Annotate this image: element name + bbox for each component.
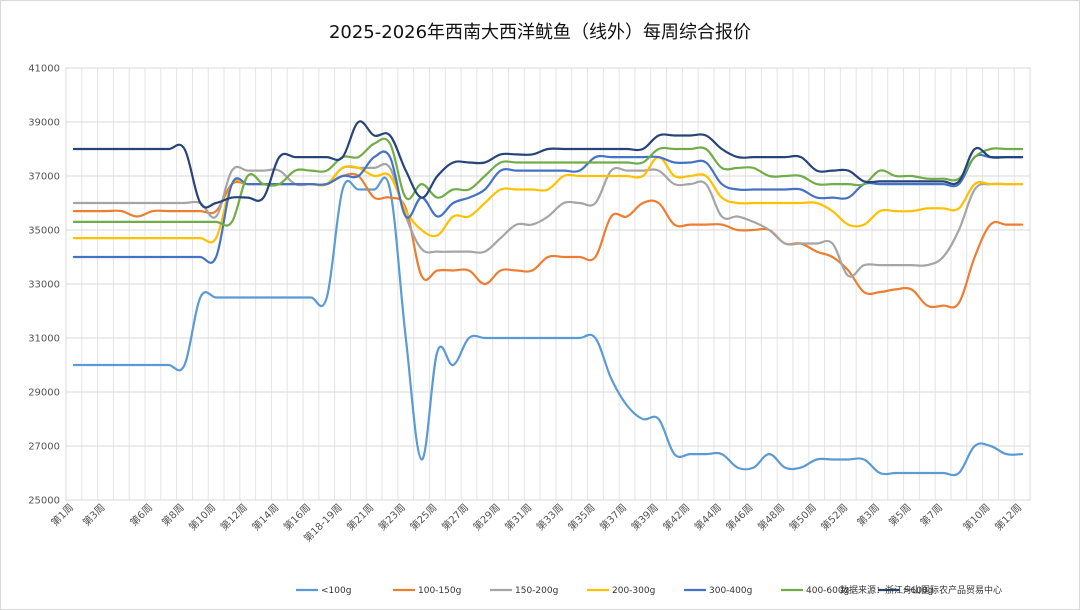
y-tick-label: 33000 [28, 280, 60, 291]
legend-label: 200-300g [612, 586, 655, 596]
x-tick-label: 第39周 [628, 501, 660, 533]
x-tick-label: 第7周 [917, 501, 945, 529]
x-tick-label: 第46周 [723, 501, 755, 533]
series-line-2 [72, 162, 1024, 278]
x-tick-label: 第16周 [281, 501, 313, 533]
x-tick-label: 第37周 [597, 501, 629, 533]
x-tick-label: 第3周 [80, 501, 108, 529]
y-tick-label: 25000 [28, 496, 60, 507]
legend-label: 100-150g [418, 586, 461, 596]
x-tick-label: 第12周 [992, 501, 1024, 533]
x-tick-label: 第12周 [218, 501, 250, 533]
x-tick-label: 第42周 [660, 501, 692, 533]
x-tick-label: 第10周 [960, 501, 992, 533]
y-tick-label: 29000 [28, 388, 60, 399]
series-line-5 [72, 137, 1024, 227]
y-tick-label: 35000 [28, 226, 60, 237]
x-tick-label: 第31周 [502, 501, 534, 533]
x-tick-label: 第14周 [249, 501, 281, 533]
legend-label: 400-600g [806, 586, 849, 596]
x-tick-label: 第27周 [439, 501, 471, 533]
series-line-4 [72, 150, 1024, 264]
chart-title: 2025-2026年西南大西洋鱿鱼（线外）每周综合报价 [328, 22, 752, 43]
y-tick-label: 31000 [28, 334, 60, 345]
y-tick-label: 41000 [28, 64, 60, 75]
legend-label: 150-200g [515, 586, 558, 596]
source-note: 数据来源：浙江舟山国际农产品贸易中心 [839, 586, 1002, 596]
x-tick-label: 第21周 [344, 501, 376, 533]
x-tick-label: 第29周 [470, 501, 502, 533]
x-tick-label: 第48周 [755, 501, 787, 533]
x-tick-label: 第5周 [886, 501, 914, 529]
x-tick-label: 第33周 [534, 501, 566, 533]
x-tick-label: 第23周 [376, 501, 408, 533]
legend-label: 300-400g [709, 586, 752, 596]
x-tick-label: 第44周 [692, 501, 724, 533]
x-tick-label: 第6周 [127, 501, 155, 529]
x-tick-label: 第25周 [407, 501, 439, 533]
x-tick-label: 第50周 [786, 501, 818, 533]
series-line-1 [72, 172, 1024, 309]
series-line-6 [72, 120, 1024, 209]
x-tick-label: 第10周 [186, 501, 218, 533]
y-tick-label: 27000 [28, 442, 60, 453]
y-tick-label: 39000 [28, 118, 60, 129]
x-tick-label: 第3周 [854, 501, 882, 529]
legend-label: <100g [321, 586, 351, 596]
legend-label: >600g [903, 586, 933, 596]
series-line-0 [72, 176, 1024, 477]
x-tick-label: 第35周 [565, 501, 597, 533]
x-tick-label: 第8周 [159, 501, 187, 529]
y-tick-label: 37000 [28, 172, 60, 183]
x-tick-label: 第52周 [818, 501, 850, 533]
